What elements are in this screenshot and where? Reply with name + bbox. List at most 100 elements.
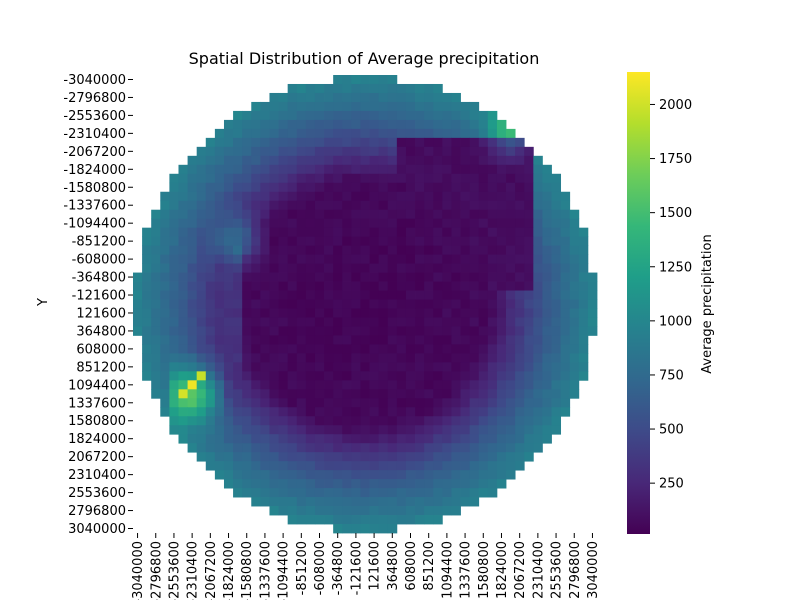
heatmap-cell [569, 290, 580, 300]
heatmap-cell [342, 497, 352, 507]
heatmap-cell [451, 119, 461, 130]
heatmap-cell [233, 119, 243, 130]
heatmap-cell [378, 128, 389, 139]
heatmap-cell [287, 425, 298, 435]
x-tick-label: 1824000 [495, 541, 510, 599]
heatmap-cell [214, 236, 225, 247]
heatmap-cell [560, 308, 571, 318]
heatmap-cell [324, 245, 334, 256]
heatmap-cell [242, 290, 252, 300]
heatmap-cell [205, 434, 216, 444]
heatmap-cell [578, 236, 589, 247]
heatmap-cell [424, 335, 434, 345]
heatmap-cell [223, 164, 234, 175]
heatmap-cell [496, 191, 507, 202]
heatmap-cell [396, 371, 407, 381]
heatmap-cell [342, 290, 352, 300]
heatmap-cell [260, 497, 270, 507]
heatmap-cell [205, 173, 216, 184]
heatmap-cell [269, 344, 279, 354]
heatmap-cell [314, 425, 325, 435]
heatmap-cell [533, 236, 543, 247]
heatmap-cell [305, 83, 316, 94]
heatmap-cell [506, 245, 516, 256]
heatmap-cell [396, 470, 407, 480]
heatmap-cell [314, 245, 325, 256]
heatmap-cell [205, 443, 216, 453]
heatmap-cell [387, 101, 398, 112]
heatmap-cell [415, 317, 425, 327]
heatmap-cell [351, 182, 361, 193]
heatmap-cell [378, 164, 389, 175]
heatmap-cell [442, 461, 452, 471]
heatmap-cell [369, 191, 380, 202]
heatmap-cell [369, 263, 380, 273]
heatmap-cell [415, 380, 425, 390]
heatmap-cell [133, 326, 143, 336]
heatmap-cell [278, 461, 289, 471]
y-tick-label: 2067200 [68, 450, 126, 465]
heatmap-cell [587, 317, 598, 327]
heatmap-cell [424, 515, 434, 525]
heatmap-cell [451, 182, 461, 193]
heatmap-cell [360, 497, 370, 507]
heatmap-cell [351, 380, 361, 390]
heatmap-cell [487, 254, 498, 264]
heatmap-cell [533, 182, 543, 193]
heatmap-cell [260, 299, 270, 309]
heatmap-cell [333, 434, 343, 444]
heatmap-cell [324, 182, 334, 193]
heatmap-cell [524, 164, 534, 175]
heatmap-cell [433, 326, 443, 336]
heatmap-cell [214, 461, 225, 471]
heatmap-cell [433, 353, 443, 363]
heatmap-cell [360, 110, 370, 121]
heatmap-cell [533, 380, 543, 390]
heatmap-cell [405, 128, 416, 139]
heatmap-cell [469, 299, 480, 309]
heatmap-cell [296, 389, 307, 399]
heatmap-cell [469, 110, 480, 121]
heatmap-cell [251, 353, 261, 363]
heatmap-cell [214, 182, 225, 193]
heatmap-cell [287, 470, 298, 480]
heatmap-cell [314, 380, 325, 390]
heatmap-cell [387, 479, 398, 489]
heatmap-cell [460, 308, 471, 318]
heatmap-cell [260, 137, 270, 148]
heatmap-cell [214, 371, 225, 381]
heatmap-cell [169, 236, 179, 247]
heatmap-cell [324, 290, 334, 300]
heatmap-cell [251, 479, 261, 489]
heatmap-cell [269, 443, 279, 453]
heatmap-cell [478, 191, 489, 202]
heatmap-cell [233, 470, 243, 480]
heatmap-cell [424, 380, 434, 390]
heatmap-cell [424, 146, 434, 157]
heatmap-cell [369, 299, 380, 309]
heatmap-cell [469, 362, 480, 372]
heatmap-cell [369, 173, 380, 184]
heatmap-cell [278, 290, 289, 300]
heatmap-cell [351, 200, 361, 211]
heatmap-cell [378, 470, 389, 480]
heatmap-cell [214, 362, 225, 372]
heatmap-cell [587, 308, 598, 318]
heatmap-cell [551, 407, 562, 417]
heatmap-cell [333, 470, 343, 480]
heatmap-cell [260, 335, 270, 345]
heatmap-cell [515, 290, 525, 300]
heatmap-cell [269, 326, 279, 336]
heatmap-cell [387, 398, 398, 408]
heatmap-cell [169, 389, 179, 399]
heatmap-cell [324, 119, 334, 130]
colorbar-gradient [627, 72, 650, 534]
heatmap-cell [405, 92, 416, 103]
heatmap-cell [260, 182, 270, 193]
heatmap-cell [142, 326, 152, 336]
heatmap-cell [506, 308, 516, 318]
heatmap-cell [314, 488, 325, 498]
heatmap-cell [569, 209, 580, 220]
heatmap-cell [369, 200, 380, 211]
heatmap-cell [560, 290, 571, 300]
